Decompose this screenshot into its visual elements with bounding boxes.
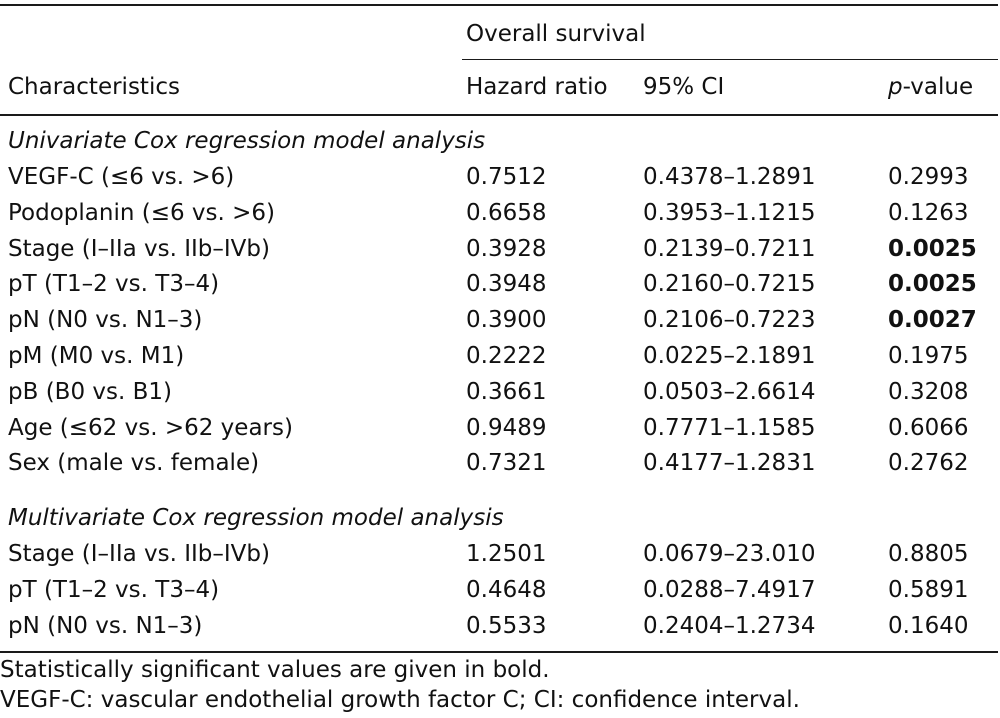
row-p-value: 0.5891 [888,577,969,603]
row-p-value: 0.2762 [888,450,969,477]
row-p-value: 0.1640 [888,613,969,639]
row-p-value: 0.1263 [888,199,969,226]
row-characteristic: pT (T1–2 vs. T3–4) [8,577,220,603]
row-p-value: 0.0025 [888,235,977,262]
row-characteristic: pT (T1–2 vs. T3–4) [8,271,220,298]
row-ci: 0.0679–23.010 [643,541,816,567]
row-hazard-ratio: 0.3900 [466,307,547,334]
row-characteristic: pB (B0 vs. B1) [8,378,172,405]
group-rule [462,59,998,60]
row-hazard-ratio: 1.2501 [466,541,547,567]
header-p-italic: p [888,74,903,100]
row-characteristic: pN (N0 vs. N1–3) [8,613,203,639]
section-title: Univariate Cox regression model analysis [8,128,486,154]
row-hazard-ratio: 0.9489 [466,414,547,441]
row-ci: 0.2106–0.7223 [643,307,816,334]
top-rule [0,4,998,6]
row-characteristic: pN (N0 vs. N1–3) [8,307,203,334]
row-characteristic: Age (≤62 vs. >62 years) [8,414,293,441]
row-hazard-ratio: 0.3948 [466,271,547,298]
row-ci: 0.0503–2.6614 [643,378,816,405]
row-p-value: 0.0025 [888,271,977,298]
header-p-rest: -value [902,74,974,100]
row-ci: 0.4177–1.2831 [643,450,816,477]
row-p-value: 0.0027 [888,307,977,334]
header-rule [0,114,998,116]
row-characteristic: Stage (I–IIa vs. IIb–IVb) [8,541,270,567]
header-group-title: Overall survival [466,21,646,47]
row-ci: 0.0288–7.4917 [643,577,816,603]
row-characteristic: Podoplanin (≤6 vs. >6) [8,199,276,226]
row-ci: 0.2139–0.7211 [643,235,816,262]
row-hazard-ratio: 0.2222 [466,343,547,369]
row-hazard-ratio: 0.4648 [466,577,547,603]
footnote-abbreviations: VEGF-C: vascular endothelial growth fact… [0,687,800,713]
row-hazard-ratio: 0.7321 [466,450,547,477]
header-ci: 95% CI [643,74,725,100]
row-ci: 0.0225–2.1891 [643,343,816,369]
row-ci: 0.7771–1.1585 [643,414,816,441]
row-hazard-ratio: 0.3928 [466,235,547,262]
row-p-value: 0.1975 [888,343,969,369]
row-characteristic: Sex (male vs. female) [8,450,260,477]
row-hazard-ratio: 0.7512 [466,164,547,190]
row-hazard-ratio: 0.6658 [466,199,547,226]
row-characteristic: VEGF-C (≤6 vs. >6) [8,164,235,190]
section-title: Multivariate Cox regression model analys… [8,505,504,531]
footnote-significance: Statistically significant values are giv… [0,657,550,683]
row-p-value: 0.8805 [888,541,969,567]
header-characteristics: Characteristics [8,74,180,100]
row-ci: 0.2404–1.2734 [643,613,816,639]
row-hazard-ratio: 0.3661 [466,378,547,405]
row-p-value: 0.3208 [888,378,969,405]
header-p-value: p-value [888,73,973,101]
row-ci: 0.4378–1.2891 [643,164,816,190]
row-characteristic: Stage (I–IIa vs. IIb–IVb) [8,235,270,262]
row-ci: 0.2160–0.7215 [643,271,816,298]
bottom-rule [0,651,998,653]
row-p-value: 0.2993 [888,164,969,190]
header-hazard-ratio: Hazard ratio [466,74,608,100]
row-hazard-ratio: 0.5533 [466,613,547,639]
row-characteristic: pM (M0 vs. M1) [8,343,185,369]
row-p-value: 0.6066 [888,414,969,441]
row-ci: 0.3953–1.1215 [643,199,816,226]
